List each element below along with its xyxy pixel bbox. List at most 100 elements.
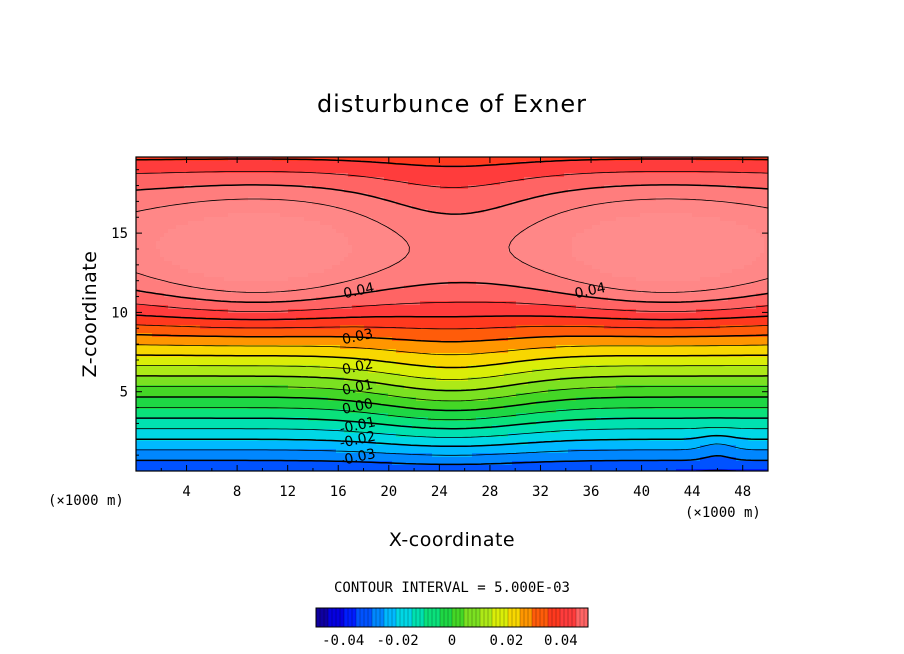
contour-label: 0.00	[341, 396, 375, 418]
colorbar-swatch	[576, 608, 581, 627]
plot-frame	[135, 156, 769, 472]
colorbar-swatch	[428, 608, 433, 627]
colorbar-swatch	[340, 608, 345, 627]
contour-line	[136, 171, 768, 312]
contour-label: 0.03	[341, 326, 375, 348]
x-tick-label: 8	[233, 484, 241, 500]
contour-line	[136, 455, 768, 466]
colorbar-swatch	[484, 608, 489, 627]
contour-line	[136, 198, 768, 293]
colorbar-swatch	[356, 608, 361, 627]
colorbar-swatch	[488, 608, 493, 627]
contour-label: -0.03	[338, 446, 377, 469]
colorbar-swatch	[412, 608, 417, 627]
colorbar-swatch	[464, 608, 469, 627]
contour-labels: 0.04 0.04 0.03 0.020.010.00-0.01-0.02-0.03	[338, 280, 607, 469]
colorbar-swatch	[528, 608, 533, 627]
contour-label: 0.01	[341, 377, 375, 399]
colorbar-swatch	[496, 608, 501, 627]
contour-label: 0.04	[342, 280, 376, 302]
contour-line	[136, 443, 768, 456]
colorbar-swatch	[508, 608, 513, 627]
y-tick-label: 5	[120, 385, 128, 401]
colorbar-swatch	[380, 608, 385, 627]
colorbar-swatch	[444, 608, 449, 627]
x-axis-label: X-coordinate	[389, 529, 515, 551]
filled-contour-field	[136, 157, 768, 471]
colorbar-swatch	[452, 608, 457, 627]
colorbar-swatch	[372, 608, 377, 627]
contour-line	[136, 427, 768, 438]
colorbar-tick-label: 0	[448, 633, 456, 649]
colorbar-swatch	[360, 608, 365, 627]
x-tick-label: 40	[633, 484, 650, 500]
contour-line	[136, 354, 768, 369]
x-tick-label: 4	[182, 484, 190, 500]
contour-line	[136, 417, 768, 430]
colorbar-swatch	[432, 608, 437, 627]
colorbar-swatch	[424, 608, 429, 627]
x-tick-label: 20	[380, 484, 397, 500]
colorbar-swatch	[404, 608, 409, 627]
colorbar-swatch	[476, 608, 481, 627]
contour-line	[136, 344, 768, 356]
colorbar-swatch	[420, 608, 425, 627]
colorbar-swatch	[436, 608, 441, 627]
contour-line	[136, 365, 768, 380]
y-tick-label: 10	[111, 305, 128, 321]
contour-lines	[136, 158, 768, 471]
colorbar-swatch	[520, 608, 525, 627]
x-tick-label: 24	[431, 484, 448, 500]
colorbar-swatch	[548, 608, 553, 627]
colorbar-swatch	[480, 608, 485, 627]
colorbar-tick-label: 0.04	[544, 633, 578, 649]
contour-label: 0.02	[341, 356, 375, 378]
colorbar-swatch	[516, 608, 521, 627]
contour-interval-note: CONTOUR INTERVAL = 5.000E-03	[334, 580, 570, 596]
colorbar-swatch	[396, 608, 401, 627]
colorbar-tick-label: -0.02	[377, 633, 419, 649]
colorbar-swatch	[572, 608, 577, 627]
colorbar-swatch	[468, 608, 473, 627]
colorbar-swatch	[556, 608, 561, 627]
colorbar-swatch	[400, 608, 405, 627]
colorbar-swatch	[492, 608, 497, 627]
contour-line	[136, 324, 768, 330]
contour-label: 0.04	[573, 280, 607, 302]
colorbar-swatch	[316, 608, 321, 627]
contour-line	[136, 386, 768, 402]
x-unit-right: (×1000 m)	[685, 505, 761, 521]
colorbar-swatch	[384, 608, 389, 627]
contour-label: -0.01	[338, 414, 377, 437]
colorbar-swatch	[416, 608, 421, 627]
colorbar-swatch	[328, 608, 333, 627]
colorbar-tick-labels: -0.04 -0.02 0 0.02 0.04	[322, 633, 578, 649]
colorbar-swatch	[320, 608, 325, 627]
colorbar-swatch	[504, 608, 509, 627]
colorbar-tick-label: 0.02	[490, 633, 524, 649]
colorbar-swatch	[460, 608, 465, 627]
colorbar-swatch	[532, 608, 537, 627]
colorbar-swatch	[500, 608, 505, 627]
colorbar-swatch	[376, 608, 381, 627]
x-tick-label: 12	[279, 484, 296, 500]
contour-label: -0.02	[338, 429, 377, 452]
x-tick-label: 36	[583, 484, 600, 500]
contour-line	[136, 184, 768, 304]
x-unit-left: (×1000 m)	[48, 493, 124, 509]
contour-line	[136, 396, 768, 412]
contour-line	[136, 469, 768, 471]
colorbar-swatch	[440, 608, 445, 627]
y-tick-label: 15	[111, 226, 128, 242]
colorbar-swatch	[568, 608, 573, 627]
y-axis-ticks: 5 10 15	[111, 169, 768, 456]
x-tick-label: 48	[734, 484, 751, 500]
x-tick-label: 44	[684, 484, 701, 500]
colorbar-swatch	[536, 608, 541, 627]
colorbar-swatch	[552, 608, 557, 627]
colorbar-swatch	[564, 608, 569, 627]
colorbar-swatch	[472, 608, 477, 627]
colorbar-swatch	[580, 608, 585, 627]
x-tick-label: 28	[481, 484, 498, 500]
colorbar-swatch	[352, 608, 357, 627]
